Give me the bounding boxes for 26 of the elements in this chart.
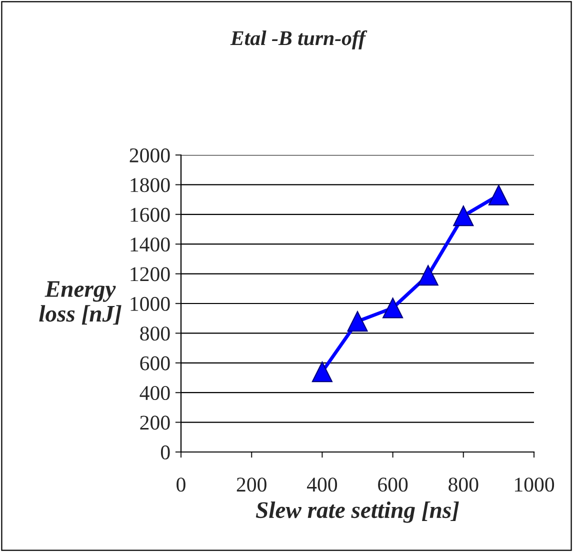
y-tick-label: 0 <box>160 445 170 460</box>
x-tick-label: 400 <box>306 478 338 492</box>
point <box>418 265 438 286</box>
x-axis-title: Slew rate setting [ns] <box>256 501 459 523</box>
y-tick-label: 800 <box>140 326 170 341</box>
x-tick-label: 600 <box>378 478 408 492</box>
y-tick-label: 1000 <box>130 296 170 311</box>
x-tick-label: 800 <box>448 478 478 492</box>
y-axis-title: Energy loss [nJ] <box>39 281 122 325</box>
y-tick-label: 1400 <box>130 237 170 252</box>
x-tick-label: 200 <box>236 478 266 492</box>
y-tick-label: 2000 <box>130 148 170 162</box>
point <box>312 362 332 382</box>
y-tick-label: 400 <box>140 386 170 400</box>
x-tick-label: 1000 <box>515 478 554 492</box>
y-tick-label: 600 <box>140 356 170 370</box>
y-tick-label: 1800 <box>130 178 170 192</box>
point <box>382 298 404 318</box>
point <box>347 311 368 332</box>
chart-title: Etal -B turn-off <box>230 30 368 50</box>
point <box>453 206 474 226</box>
x-tick-label: 0 <box>176 478 186 492</box>
y-tick-label: 200 <box>140 416 170 430</box>
y-tick-label: 1600 <box>130 208 170 222</box>
point <box>488 184 509 206</box>
y-tick-label: 1200 <box>130 267 170 282</box>
